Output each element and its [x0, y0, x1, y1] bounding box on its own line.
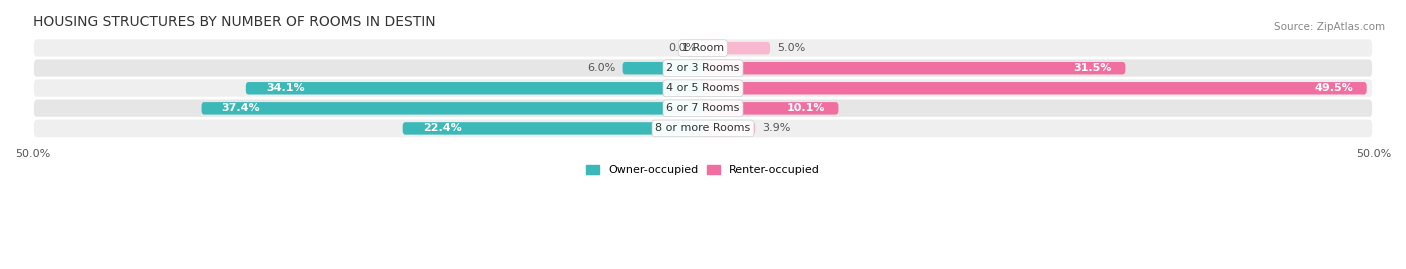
- Text: 8 or more Rooms: 8 or more Rooms: [655, 123, 751, 133]
- Text: Source: ZipAtlas.com: Source: ZipAtlas.com: [1274, 22, 1385, 31]
- Text: 37.4%: 37.4%: [222, 103, 260, 113]
- Text: 4 or 5 Rooms: 4 or 5 Rooms: [666, 83, 740, 93]
- FancyBboxPatch shape: [32, 78, 1374, 98]
- FancyBboxPatch shape: [703, 62, 1125, 75]
- Text: 0.0%: 0.0%: [668, 43, 696, 53]
- Legend: Owner-occupied, Renter-occupied: Owner-occupied, Renter-occupied: [581, 161, 825, 180]
- Text: 10.1%: 10.1%: [786, 103, 825, 113]
- FancyBboxPatch shape: [623, 62, 703, 75]
- Text: 3.9%: 3.9%: [762, 123, 790, 133]
- FancyBboxPatch shape: [246, 82, 703, 94]
- FancyBboxPatch shape: [32, 38, 1374, 58]
- FancyBboxPatch shape: [32, 98, 1374, 119]
- Text: HOUSING STRUCTURES BY NUMBER OF ROOMS IN DESTIN: HOUSING STRUCTURES BY NUMBER OF ROOMS IN…: [32, 15, 436, 29]
- Text: 5.0%: 5.0%: [776, 43, 806, 53]
- Text: 1 Room: 1 Room: [682, 43, 724, 53]
- Text: 31.5%: 31.5%: [1074, 63, 1112, 73]
- FancyBboxPatch shape: [402, 122, 703, 134]
- FancyBboxPatch shape: [32, 118, 1374, 139]
- Text: 6.0%: 6.0%: [588, 63, 616, 73]
- Text: 2 or 3 Rooms: 2 or 3 Rooms: [666, 63, 740, 73]
- FancyBboxPatch shape: [703, 102, 838, 115]
- Text: 6 or 7 Rooms: 6 or 7 Rooms: [666, 103, 740, 113]
- FancyBboxPatch shape: [703, 122, 755, 134]
- Text: 34.1%: 34.1%: [266, 83, 305, 93]
- Text: 22.4%: 22.4%: [423, 123, 461, 133]
- FancyBboxPatch shape: [703, 82, 1367, 94]
- Text: 49.5%: 49.5%: [1315, 83, 1353, 93]
- FancyBboxPatch shape: [32, 58, 1374, 79]
- FancyBboxPatch shape: [703, 42, 770, 54]
- FancyBboxPatch shape: [201, 102, 703, 115]
